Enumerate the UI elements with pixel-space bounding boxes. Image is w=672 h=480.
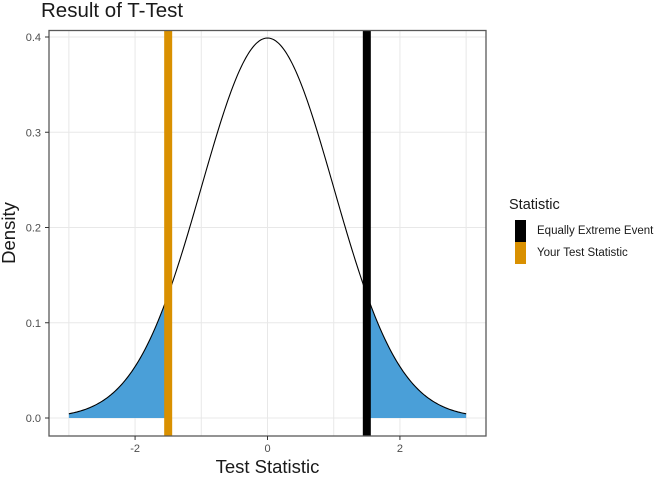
svg-text:-2: -2 bbox=[130, 443, 140, 455]
svg-text:0: 0 bbox=[264, 443, 270, 455]
svg-text:0.4: 0.4 bbox=[26, 32, 41, 44]
svg-text:0.1: 0.1 bbox=[26, 318, 41, 330]
svg-text:0.0: 0.0 bbox=[26, 413, 41, 425]
svg-text:2: 2 bbox=[397, 443, 403, 455]
svg-text:0.3: 0.3 bbox=[26, 127, 41, 139]
svg-text:0.2: 0.2 bbox=[26, 223, 41, 235]
